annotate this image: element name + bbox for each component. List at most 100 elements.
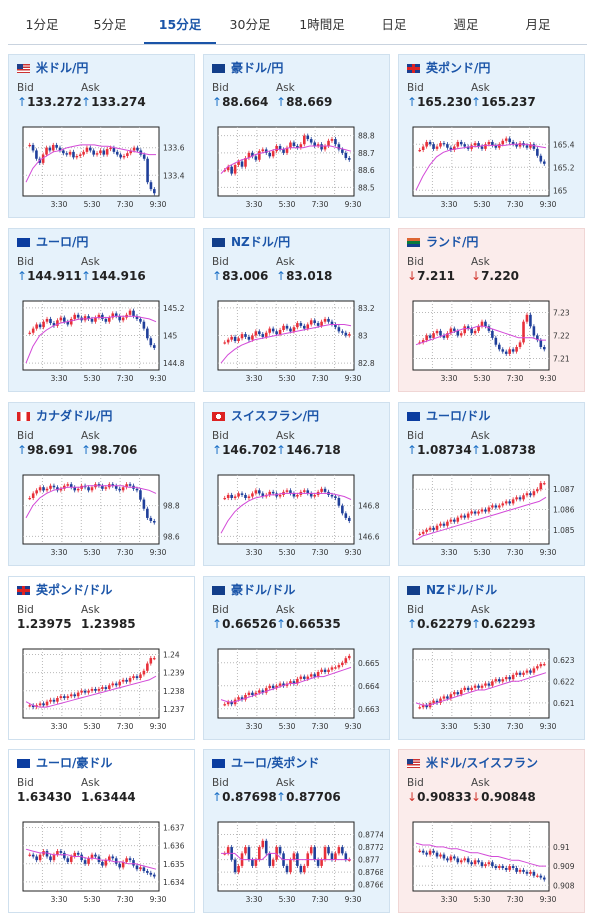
rate-card[interactable]: カナダドル/円 Bid Ask ↑98.691 ↑98.706 98.8 98.6 3:30 5… bbox=[8, 402, 195, 566]
price-chart[interactable]: 7.23 7.22 7.21 3:30 5:30 7:30 9:30 bbox=[407, 296, 578, 388]
x-tick-label: 3:30 bbox=[246, 374, 263, 383]
candle-body bbox=[233, 336, 237, 342]
price-chart[interactable]: 83.2 83 82.8 3:30 5:30 7:30 9:30 bbox=[212, 296, 383, 388]
price-chart[interactable]: 0.623 0.622 0.621 3:30 5:30 7:30 9:30 bbox=[407, 644, 578, 736]
candle-body bbox=[76, 852, 80, 855]
candle-body bbox=[446, 696, 449, 699]
x-tick-label: 9:30 bbox=[150, 548, 167, 557]
pair-title[interactable]: NZドル/ドル bbox=[407, 581, 497, 599]
pair-title[interactable]: ランド/円 bbox=[407, 233, 478, 251]
y-tick-label: 83 bbox=[358, 332, 368, 341]
pair-name[interactable]: 豪ドル/円 bbox=[231, 61, 284, 75]
price-chart[interactable]: 1.637 1.636 1.635 1.634 3:30 5:30 7:30 9:30 bbox=[17, 817, 188, 909]
x-tick-label: 3:30 bbox=[51, 548, 68, 557]
pair-name[interactable]: 米ドル/円 bbox=[36, 61, 89, 75]
rate-card[interactable]: ユーロ/英ポンド Bid Ask ↑0.87698 ↑0.87706 0.8774 0.87… bbox=[203, 749, 390, 913]
candle-body bbox=[337, 847, 341, 854]
candle-body bbox=[463, 326, 467, 334]
rate-card[interactable]: ランド/円 Bid Ask ↓7.211 ↓7.220 7.23 7.22 7.21 3:30 5… bbox=[398, 228, 585, 392]
pair-title[interactable]: 豪ドル/ドル bbox=[212, 581, 295, 599]
candle-body bbox=[101, 485, 104, 489]
candle-body bbox=[453, 328, 456, 331]
rate-card[interactable]: NZドル/円 Bid Ask ↑83.006 ↑83.018 83.2 83 82.8 3:30… bbox=[203, 228, 390, 392]
pair-title[interactable]: 英ポンド/円 bbox=[407, 59, 490, 77]
pair-title[interactable]: カナダドル/円 bbox=[17, 407, 112, 425]
rate-card[interactable]: ユーロ/ドル Bid Ask ↑1.08734 ↑1.08738 1.087 1.086 1.… bbox=[398, 402, 585, 566]
rate-card[interactable]: 英ポンド/円 Bid Ask ↑165.230 ↑165.237 165.4 165.2 16… bbox=[398, 54, 585, 218]
candle-body bbox=[121, 861, 125, 868]
pair-name[interactable]: ユーロ/豪ドル bbox=[36, 756, 113, 770]
rate-card[interactable]: 豪ドル/ドル Bid Ask ↑0.66526 ↑0.66535 0.665 0.664 0.… bbox=[203, 576, 390, 740]
pair-name[interactable]: 豪ドル/ドル bbox=[231, 583, 296, 597]
moving-average-line bbox=[415, 842, 546, 867]
rate-card[interactable]: スイスフラン/円 Bid Ask ↑146.702 ↑146.718 146.8 146.6… bbox=[203, 402, 390, 566]
pair-title[interactable]: ユーロ/円 bbox=[17, 233, 88, 251]
pair-title[interactable]: NZドル/円 bbox=[212, 233, 290, 251]
candle-body bbox=[453, 146, 456, 150]
pair-title[interactable]: ユーロ/豪ドル bbox=[17, 754, 112, 772]
pair-title[interactable]: 米ドル/スイスフラン bbox=[407, 754, 538, 772]
pair-name[interactable]: ユーロ/英ポンド bbox=[231, 756, 320, 770]
price-chart[interactable]: 165.4 165.2 165 3:30 5:30 7:30 9:30 bbox=[407, 122, 578, 214]
rate-card[interactable]: 米ドル/スイスフラン Bid Ask ↓0.90833 ↓0.90848 0.91 0.90… bbox=[398, 749, 585, 913]
tab-3[interactable]: 30分足 bbox=[229, 17, 271, 32]
candle-body bbox=[69, 318, 73, 325]
candle-body bbox=[73, 852, 77, 857]
price-chart[interactable]: 0.8774 0.8772 0.877 0.8768 0.8766 3:30 5:30 7:3… bbox=[212, 817, 383, 909]
pair-name[interactable]: 英ポンド/円 bbox=[426, 61, 491, 75]
candle-body bbox=[418, 707, 422, 709]
pair-name[interactable]: ランド/円 bbox=[426, 235, 479, 249]
price-chart[interactable]: 133.6 133.4 3:30 5:30 7:30 9:30 bbox=[17, 122, 188, 214]
price-chart[interactable]: 1.24 1.239 1.238 1.237 3:30 5:30 7:30 9:30 bbox=[17, 644, 188, 736]
tab-7[interactable]: 月足 bbox=[525, 17, 551, 32]
pair-title[interactable]: スイスフラン/円 bbox=[212, 407, 319, 425]
rate-card[interactable]: 米ドル/円 Bid Ask ↑133.272 ↑133.274 133.6 133.4 3:3… bbox=[8, 54, 195, 218]
tab-5[interactable]: 日足 bbox=[381, 17, 407, 32]
pair-title[interactable]: ユーロ/英ポンド bbox=[212, 754, 319, 772]
pair-name[interactable]: 米ドル/スイスフラン bbox=[426, 756, 539, 770]
candle-body bbox=[59, 851, 63, 853]
tab-1[interactable]: 5分足 bbox=[93, 17, 127, 32]
ask-label: Ask bbox=[276, 256, 295, 268]
candle-body bbox=[470, 328, 473, 334]
pair-name[interactable]: カナダドル/円 bbox=[36, 409, 113, 423]
candle-body bbox=[264, 332, 268, 337]
tab-6[interactable]: 週足 bbox=[453, 17, 479, 32]
pair-name[interactable]: 英ポンド/ドル bbox=[36, 583, 113, 597]
candle-body bbox=[251, 152, 254, 157]
pair-name[interactable]: ユーロ/円 bbox=[36, 235, 89, 249]
rate-card[interactable]: 豪ドル/円 Bid Ask ↑88.664 ↑88.669 88.8 88.7 88.6 88.… bbox=[203, 54, 390, 218]
pair-title[interactable]: 豪ドル/円 bbox=[212, 59, 283, 77]
candle-body bbox=[111, 683, 115, 686]
pair-name[interactable]: スイスフラン/円 bbox=[231, 409, 320, 423]
candle-body bbox=[132, 860, 135, 866]
rate-card[interactable]: ユーロ/豪ドル Bid Ask 1.63430 1.63444 1.637 1.636 1.6… bbox=[8, 749, 195, 913]
pair-name[interactable]: ユーロ/ドル bbox=[426, 409, 491, 423]
price-chart[interactable]: 1.087 1.086 1.085 3:30 5:30 7:30 9:30 bbox=[407, 470, 578, 562]
candle-body bbox=[139, 674, 142, 679]
pair-name[interactable]: NZドル/ドル bbox=[426, 583, 498, 597]
candle-body bbox=[418, 850, 422, 852]
price-chart[interactable]: 0.665 0.664 0.663 3:30 5:30 7:30 9:30 bbox=[212, 644, 383, 736]
candle-body bbox=[271, 685, 275, 689]
rate-card[interactable]: NZドル/ドル Bid Ask ↑0.62279 ↑0.62293 0.623 0.622 0… bbox=[398, 576, 585, 740]
tab-4[interactable]: 1時間足 bbox=[299, 17, 345, 32]
tab-0[interactable]: 1分足 bbox=[25, 17, 59, 32]
price-chart[interactable]: 146.8 146.6 3:30 5:30 7:30 9:30 bbox=[212, 470, 383, 562]
candle-body bbox=[313, 847, 316, 860]
pair-name[interactable]: NZドル/円 bbox=[231, 235, 291, 249]
candle-body bbox=[432, 700, 435, 703]
candle-body bbox=[453, 519, 456, 522]
price-chart[interactable]: 145.2 145 144.8 3:30 5:30 7:30 9:30 bbox=[17, 296, 188, 388]
candle-body bbox=[309, 320, 313, 325]
pair-title[interactable]: 米ドル/円 bbox=[17, 59, 88, 77]
rate-card[interactable]: ユーロ/円 Bid Ask ↑144.911 ↑144.916 145.2 145 144.8… bbox=[8, 228, 195, 392]
pair-title[interactable]: 英ポンド/ドル bbox=[17, 581, 112, 599]
price-chart[interactable]: 98.8 98.6 3:30 5:30 7:30 9:30 bbox=[17, 470, 188, 562]
price-chart[interactable]: 0.91 0.909 0.908 3:30 5:30 7:30 9:30 bbox=[407, 817, 578, 909]
rate-card[interactable]: 英ポンド/ドル Bid Ask 1.23975 1.23985 1.24 1.239 1.23… bbox=[8, 576, 195, 740]
candle-body bbox=[463, 515, 467, 518]
tab-2[interactable]: 15分足 bbox=[144, 6, 216, 44]
pair-title[interactable]: ユーロ/ドル bbox=[407, 407, 490, 425]
price-chart[interactable]: 88.8 88.7 88.6 88.5 3:30 5:30 7:30 9:30 bbox=[212, 122, 383, 214]
